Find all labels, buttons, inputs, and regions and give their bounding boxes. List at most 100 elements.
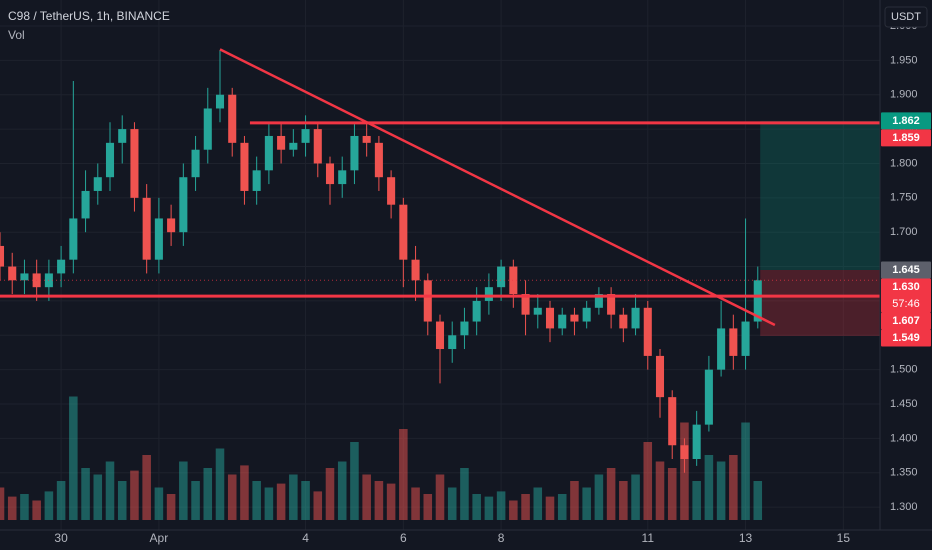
price-label-box bbox=[881, 112, 931, 130]
volume-bar bbox=[130, 470, 139, 520]
candle-body bbox=[423, 280, 432, 322]
volume-bar bbox=[643, 442, 653, 520]
y-tick-label: 1.400 bbox=[890, 432, 918, 444]
candle-body bbox=[668, 397, 677, 446]
volume-bar bbox=[692, 481, 701, 520]
volume-bar bbox=[557, 494, 567, 520]
candle-body bbox=[717, 328, 726, 370]
y-tick-label: 1.800 bbox=[890, 157, 918, 169]
candle-body bbox=[643, 307, 652, 356]
volume-bar bbox=[7, 496, 17, 520]
volume-bar bbox=[667, 468, 677, 520]
target-zone bbox=[760, 120, 880, 270]
candle-body bbox=[240, 142, 249, 191]
candle-body bbox=[729, 328, 738, 356]
candle-body bbox=[521, 294, 530, 315]
candle-body bbox=[460, 321, 469, 336]
position-zone bbox=[760, 120, 880, 336]
candle-body bbox=[289, 142, 298, 150]
price-label-box bbox=[881, 129, 931, 147]
candle-body bbox=[313, 129, 322, 164]
candle-body bbox=[362, 135, 371, 143]
candle-body bbox=[558, 314, 567, 329]
volume-bar bbox=[472, 494, 481, 520]
currency-box[interactable] bbox=[884, 6, 928, 28]
volume-bar bbox=[350, 442, 359, 520]
candle-body bbox=[350, 135, 359, 171]
price-label-box bbox=[881, 329, 931, 347]
candle-body bbox=[203, 108, 212, 150]
volume-bar bbox=[729, 455, 738, 520]
candles bbox=[0, 50, 762, 473]
volume-bar bbox=[386, 483, 396, 520]
candle-body bbox=[387, 177, 396, 205]
candle-body bbox=[533, 307, 542, 315]
volume-bar bbox=[240, 465, 249, 520]
volume-bar bbox=[93, 474, 103, 520]
volume-bar bbox=[227, 474, 237, 520]
candle-body bbox=[631, 307, 640, 329]
x-tick-label: 4 bbox=[302, 531, 309, 545]
candle-body bbox=[130, 129, 139, 198]
y-tick-label: 1.450 bbox=[890, 398, 918, 410]
y-tick-label: 1.950 bbox=[890, 54, 918, 66]
countdown: 57:46 bbox=[892, 298, 920, 310]
price-label: 1.630 bbox=[892, 281, 920, 293]
candle-body bbox=[435, 321, 445, 350]
volume-bar bbox=[0, 487, 5, 520]
volume-bar bbox=[81, 468, 90, 520]
volume-bar bbox=[570, 481, 579, 520]
volume-bar bbox=[582, 487, 591, 520]
volume-bar bbox=[215, 448, 225, 520]
candle-body bbox=[264, 135, 273, 171]
trend-line bbox=[219, 48, 776, 327]
volume-bar bbox=[362, 474, 371, 520]
volume-bar bbox=[69, 396, 78, 520]
y-tick-label: 1.500 bbox=[890, 364, 918, 376]
candle-body bbox=[142, 197, 151, 260]
candle-body bbox=[704, 369, 713, 425]
candle-body bbox=[191, 149, 200, 178]
candle-body bbox=[8, 266, 17, 281]
candle-body bbox=[167, 218, 176, 233]
volume-bar bbox=[276, 483, 286, 520]
volume-bar bbox=[411, 487, 420, 520]
candle-body bbox=[484, 287, 493, 301]
candle-body bbox=[692, 424, 701, 460]
candle-body bbox=[741, 321, 750, 356]
price-label-box bbox=[881, 278, 931, 313]
candle-body bbox=[228, 94, 237, 143]
candle-body bbox=[215, 94, 225, 109]
candle-body bbox=[680, 445, 689, 460]
price-label: 1.607 bbox=[892, 315, 920, 327]
volume-bar bbox=[496, 491, 506, 520]
candle-body bbox=[582, 307, 591, 322]
volume-bar bbox=[545, 496, 555, 520]
volume-bar bbox=[594, 474, 604, 520]
currency[interactable]: USDT bbox=[891, 11, 921, 23]
candle-body bbox=[0, 245, 5, 267]
volume-bar bbox=[484, 496, 494, 520]
x-tick-label: 30 bbox=[54, 531, 68, 545]
volume-bar bbox=[252, 481, 261, 520]
y-tick-label: 1.900 bbox=[890, 89, 918, 101]
volume-bar bbox=[301, 481, 310, 520]
y-tick-label: 1.750 bbox=[890, 192, 918, 204]
candle-body bbox=[118, 129, 127, 143]
volume-bar bbox=[117, 481, 127, 520]
candle-body bbox=[93, 177, 102, 191]
volume-bar bbox=[704, 455, 714, 520]
price-label: 1.549 bbox=[892, 332, 920, 344]
volume-bar bbox=[203, 468, 213, 520]
candle-body bbox=[69, 218, 78, 260]
volume-bar bbox=[32, 500, 41, 520]
volume-bar bbox=[655, 461, 665, 520]
chart-title: C98 / TetherUS, 1h, BINANCE bbox=[8, 9, 170, 23]
price-label: 1.862 bbox=[892, 115, 920, 127]
volume-bar bbox=[289, 474, 298, 520]
candle-body bbox=[753, 280, 762, 322]
x-tick-label: 13 bbox=[739, 531, 753, 545]
candle-body bbox=[607, 294, 616, 315]
